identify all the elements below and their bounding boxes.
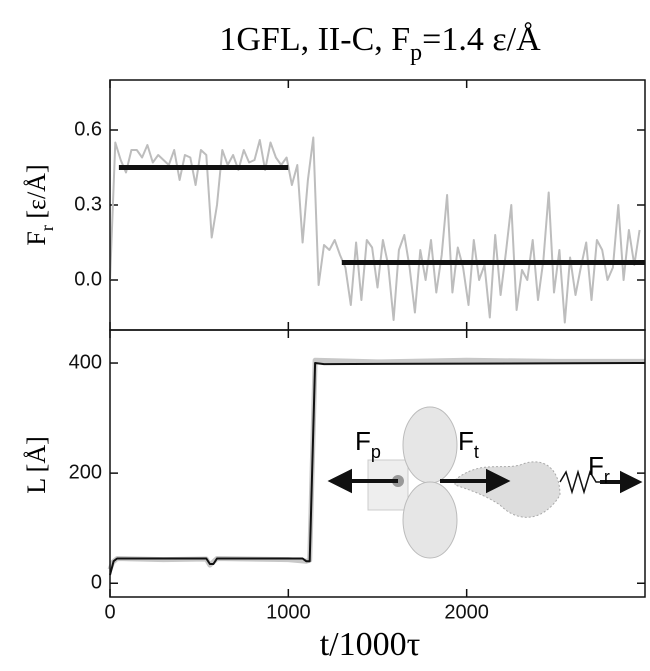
- plot-frame: [109, 329, 646, 598]
- annotation: Fr: [588, 451, 610, 487]
- inset-illustration: Fp Ft Fr: [327, 406, 643, 559]
- y-tick-label: 200: [69, 461, 102, 483]
- annotation: Ft: [458, 426, 479, 462]
- arrow-ft: [440, 468, 511, 494]
- data-line: [109, 362, 646, 576]
- protein: [454, 461, 561, 518]
- spring: [559, 469, 616, 495]
- y-tick-label: 0.6: [74, 118, 102, 140]
- annotation: Fp: [355, 426, 381, 462]
- arrow-fr: [600, 470, 643, 494]
- x-tick-label: 2000: [444, 601, 489, 623]
- arrow-fp: [327, 468, 398, 494]
- x-tick-label: 0: [104, 601, 115, 623]
- x-tick-label: 1000: [266, 601, 311, 623]
- y-tick-label: 0.0: [74, 268, 102, 290]
- y-tick-label: 0.3: [74, 193, 102, 215]
- plot-frame: [109, 79, 646, 331]
- x-axis-label: t/1000τ: [320, 626, 421, 663]
- pore-bottom: [402, 481, 458, 559]
- y-axis-label: L [Å]: [22, 436, 51, 494]
- pore-top: [402, 406, 458, 484]
- y-axis-label: Fr [ε/Å]: [22, 164, 57, 245]
- chart-title: 1GFL, II-C, Fp=1.4 ε/Å: [219, 21, 541, 66]
- y-tick-label: 0: [91, 572, 102, 594]
- y-tick-label: 400: [69, 351, 102, 373]
